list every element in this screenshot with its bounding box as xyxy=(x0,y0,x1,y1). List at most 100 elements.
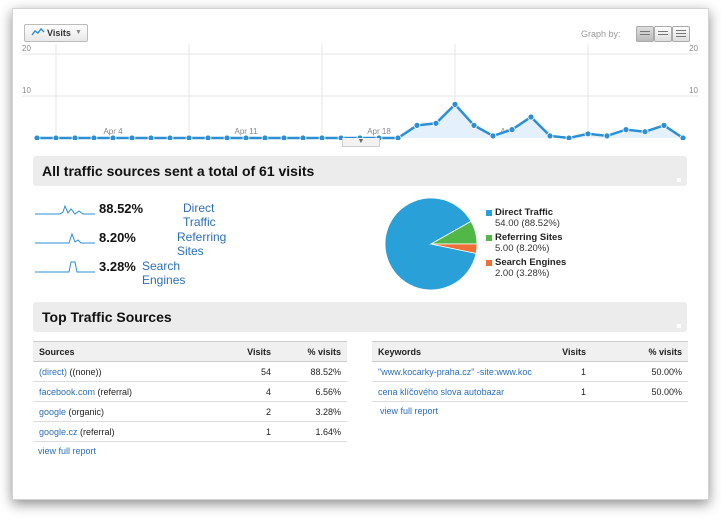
sources-table: Sources Visits % visits (direct) ((none)… xyxy=(33,341,347,442)
visits-cell: 4 xyxy=(195,381,277,402)
pct-cell: 1.64% xyxy=(277,421,347,442)
y-tick-label: 10 xyxy=(689,86,698,95)
data-point xyxy=(432,119,440,127)
data-point xyxy=(603,132,611,140)
data-point xyxy=(52,134,60,140)
data-point xyxy=(280,134,288,140)
col-header-visits[interactable]: Visits xyxy=(195,341,277,362)
data-point xyxy=(660,122,668,129)
visits-cell: 1 xyxy=(532,381,592,402)
sources-view-full-report-link[interactable]: view full report xyxy=(38,446,97,456)
x-tick-label: Apr 11 xyxy=(235,127,259,136)
y-tick-label: 20 xyxy=(22,44,31,53)
x-tick-label: Apr 18 xyxy=(367,127,391,136)
table-row: google (organic) 2 3.28% xyxy=(33,401,347,422)
pct-cell: 50.00% xyxy=(592,361,688,382)
data-point xyxy=(584,130,592,138)
chevron-down-icon: ▼ xyxy=(75,29,82,36)
data-point xyxy=(185,134,193,140)
sparkline-referring xyxy=(35,232,95,244)
sparkline-search xyxy=(35,261,95,273)
summary-link-direct-traffic[interactable]: Direct Traffic xyxy=(183,201,216,229)
legend-swatch xyxy=(486,260,492,266)
data-point xyxy=(508,126,516,133)
keywords-table: Keywords Visits % visits "www.kocarky-pr… xyxy=(372,341,688,402)
data-point xyxy=(565,134,573,140)
collapse-chart-toggle[interactable]: ▼ xyxy=(342,138,380,147)
keywords-view-full-report-link[interactable]: view full report xyxy=(380,406,439,416)
data-point xyxy=(527,113,535,121)
source-link[interactable]: google xyxy=(39,406,67,417)
sparkline-direct xyxy=(35,204,95,215)
y-tick-label: 10 xyxy=(22,86,31,95)
data-point xyxy=(299,134,307,140)
data-point xyxy=(147,134,155,140)
table-row: "www.kocarky-praha.cz" -site:www.koc 1 5… xyxy=(372,361,688,382)
pct-cell: 88.52% xyxy=(277,361,347,382)
data-point xyxy=(394,134,402,140)
data-point xyxy=(128,134,136,140)
legend-label: Direct Traffic xyxy=(495,207,554,218)
summary-link-search-engines[interactable]: Search Engines xyxy=(142,259,186,287)
traffic-pie-chart xyxy=(384,197,478,291)
legend-value: 5.00 (8.20%) xyxy=(495,243,550,254)
line-chart-icon xyxy=(31,27,45,36)
col-header-keywords[interactable]: Keywords xyxy=(372,341,532,362)
col-header-sources[interactable]: Sources xyxy=(33,341,195,362)
keyword-link[interactable]: "www.kocarky-praha.cz" -site:www.koc xyxy=(378,366,532,377)
visits-cell: 2 xyxy=(195,401,277,422)
visits-cell: 1 xyxy=(532,361,592,382)
keyword-link[interactable]: cena klíčového slova autobazar xyxy=(378,386,505,397)
source-medium: ((none)) xyxy=(67,366,102,377)
data-point xyxy=(109,134,117,140)
source-link[interactable]: google.cz xyxy=(39,426,78,437)
data-point xyxy=(242,134,250,140)
data-point xyxy=(204,134,212,140)
source-link[interactable]: (direct) xyxy=(39,366,68,377)
source-medium: (referral) xyxy=(95,386,133,397)
pie-slice-search-engines xyxy=(430,243,478,254)
top-sources-title: Top Traffic Sources xyxy=(42,309,172,325)
top-sources-header: Top Traffic Sources xyxy=(33,302,687,332)
pct-cell: 6.56% xyxy=(277,381,347,402)
data-point xyxy=(33,134,41,140)
data-point xyxy=(470,122,478,129)
table-row: google.cz (referral) 1 1.64% xyxy=(33,421,347,442)
graph-by-week-button[interactable] xyxy=(654,26,672,42)
legend-label: Search Engines xyxy=(495,257,567,268)
col-header-pct[interactable]: % visits xyxy=(592,341,688,362)
legend-label: Referring Sites xyxy=(495,232,563,243)
source-medium: (referral) xyxy=(77,426,115,437)
table-row: facebook.com (referral) 4 6.56% xyxy=(33,381,347,402)
legend-swatch xyxy=(486,235,492,241)
col-header-pct[interactable]: % visits xyxy=(277,341,347,362)
graph-by-day-button[interactable] xyxy=(636,26,654,42)
table-header-row: Sources Visits % visits xyxy=(33,341,347,362)
table-row: (direct) ((none)) 54 88.52% xyxy=(33,361,347,382)
summary-link-referring-sites[interactable]: Referring Sites xyxy=(177,230,227,258)
data-point xyxy=(261,134,269,140)
data-point xyxy=(622,126,630,133)
summary-title: All traffic sources sent a total of 61 v… xyxy=(42,163,315,179)
graph-by-month-button[interactable] xyxy=(672,26,690,42)
visits-cell: 1 xyxy=(195,421,277,442)
legend-value: 2.00 (3.28%) xyxy=(495,268,550,279)
legend-value: 54.00 (88.52%) xyxy=(495,218,560,229)
source-link[interactable]: facebook.com xyxy=(39,386,96,397)
data-point xyxy=(679,134,687,140)
summary-header: All traffic sources sent a total of 61 v… xyxy=(33,156,687,186)
data-point xyxy=(71,134,79,140)
data-point xyxy=(318,134,326,140)
data-point xyxy=(90,134,98,140)
data-point xyxy=(641,128,649,136)
series-area xyxy=(37,104,683,138)
data-point xyxy=(546,132,554,140)
col-header-visits[interactable]: Visits xyxy=(532,341,592,362)
graph-by-label: Graph by: xyxy=(581,29,621,39)
summary-pct: 3.28% xyxy=(99,259,136,274)
table-header-row: Keywords Visits % visits xyxy=(372,341,688,362)
summary-pct: 88.52% xyxy=(99,201,144,216)
metric-selector[interactable]: Visits ▼ xyxy=(24,24,88,42)
pct-cell: 3.28% xyxy=(277,401,347,422)
